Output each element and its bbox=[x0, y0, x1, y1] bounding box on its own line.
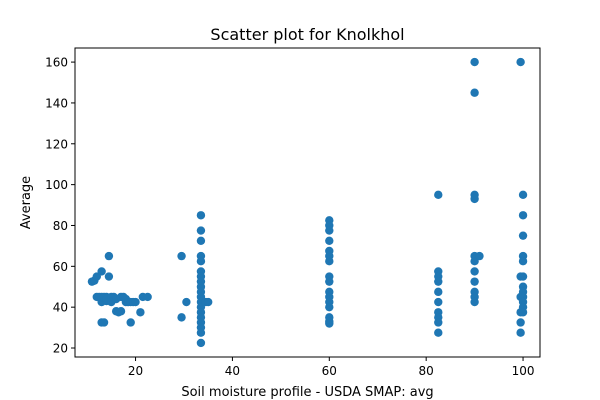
x-tick-label: 80 bbox=[419, 364, 434, 378]
data-point bbox=[518, 272, 528, 281]
data-points bbox=[87, 57, 528, 348]
data-point bbox=[97, 267, 106, 276]
data-point bbox=[470, 88, 479, 97]
data-point bbox=[518, 308, 528, 317]
data-point bbox=[325, 236, 334, 245]
data-point bbox=[204, 297, 213, 307]
data-point bbox=[116, 307, 126, 316]
data-point bbox=[516, 57, 525, 67]
data-point bbox=[182, 297, 191, 307]
data-point bbox=[325, 302, 334, 312]
data-point bbox=[470, 297, 479, 307]
data-point bbox=[196, 257, 206, 266]
data-point bbox=[104, 272, 114, 281]
data-point bbox=[434, 190, 443, 200]
data-point bbox=[434, 328, 443, 337]
data-point bbox=[475, 251, 484, 261]
data-point bbox=[99, 318, 109, 327]
data-point bbox=[434, 318, 443, 327]
data-point bbox=[516, 318, 525, 327]
data-point bbox=[196, 338, 206, 348]
data-point bbox=[325, 277, 334, 286]
data-point bbox=[325, 319, 334, 328]
plot-area bbox=[74, 47, 541, 358]
data-point bbox=[470, 57, 479, 67]
data-point bbox=[518, 231, 528, 240]
x-tick-label: 40 bbox=[225, 364, 240, 378]
x-tick-label: 100 bbox=[512, 364, 535, 378]
chart-title: Scatter plot for Knolkhol bbox=[210, 25, 404, 44]
data-point bbox=[143, 292, 152, 302]
data-point bbox=[434, 297, 443, 307]
y-tick-label: 80 bbox=[53, 219, 68, 233]
data-point bbox=[516, 328, 525, 337]
data-point bbox=[126, 318, 135, 327]
data-point bbox=[104, 251, 114, 261]
data-point bbox=[470, 267, 479, 276]
data-point bbox=[196, 226, 206, 235]
data-point bbox=[196, 328, 206, 337]
x-axis-label: Soil moisture profile - USDA SMAP: avg bbox=[181, 385, 433, 400]
data-point bbox=[325, 226, 334, 235]
y-tick-label: 100 bbox=[45, 178, 68, 192]
y-tick-label: 20 bbox=[53, 342, 68, 356]
data-point bbox=[177, 313, 186, 322]
data-point bbox=[434, 287, 443, 297]
data-point bbox=[518, 257, 528, 266]
data-point bbox=[518, 211, 528, 220]
data-point bbox=[470, 194, 479, 204]
data-point bbox=[131, 297, 140, 307]
data-point bbox=[177, 251, 186, 261]
data-point bbox=[136, 308, 145, 317]
x-tick-label: 60 bbox=[322, 364, 337, 378]
y-tick-label: 120 bbox=[45, 137, 68, 151]
axes-frame bbox=[74, 47, 541, 358]
y-axis-ticks: 20 40 60 80 100 120 140 160 bbox=[45, 56, 75, 356]
data-point bbox=[434, 277, 443, 286]
data-point bbox=[518, 190, 528, 200]
data-point bbox=[196, 236, 206, 245]
data-point bbox=[196, 211, 206, 220]
data-point bbox=[470, 277, 479, 286]
y-axis-label: Average bbox=[19, 176, 34, 229]
y-tick-label: 60 bbox=[53, 260, 68, 274]
y-tick-label: 160 bbox=[45, 56, 68, 70]
x-axis-ticks: 20 40 60 80 100 bbox=[128, 357, 535, 378]
x-tick-label: 20 bbox=[128, 364, 143, 378]
y-tick-label: 140 bbox=[45, 96, 68, 110]
data-point bbox=[325, 257, 334, 266]
y-tick-label: 40 bbox=[53, 301, 68, 315]
